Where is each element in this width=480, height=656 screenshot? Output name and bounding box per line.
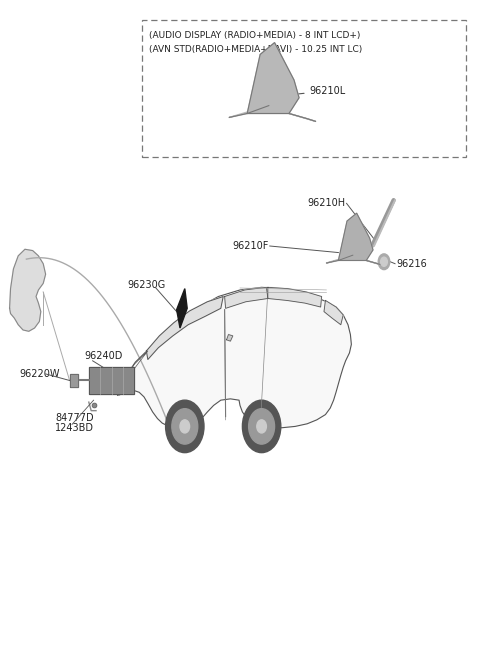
Polygon shape <box>225 287 268 308</box>
Polygon shape <box>10 249 46 331</box>
Bar <box>89 367 134 394</box>
Polygon shape <box>326 255 353 263</box>
Text: 96210L: 96210L <box>290 86 346 96</box>
Text: 96216: 96216 <box>396 258 427 269</box>
Polygon shape <box>289 113 316 121</box>
Polygon shape <box>229 106 269 117</box>
Text: 84777D: 84777D <box>55 413 94 423</box>
Text: 96210F: 96210F <box>232 241 269 251</box>
Text: (AVN STD(RADIO+MEDIA+NAVI) - 10.25 INT LC): (AVN STD(RADIO+MEDIA+NAVI) - 10.25 INT L… <box>149 45 362 54</box>
Circle shape <box>378 254 390 270</box>
Circle shape <box>172 409 198 444</box>
Bar <box>70 374 78 387</box>
Polygon shape <box>247 43 299 113</box>
Polygon shape <box>227 335 233 341</box>
Polygon shape <box>177 289 187 328</box>
Circle shape <box>180 420 190 433</box>
Polygon shape <box>324 300 343 325</box>
Polygon shape <box>366 260 384 266</box>
Text: (AUDIO DISPLAY (RADIO+MEDIA) - 8 INT LCD+): (AUDIO DISPLAY (RADIO+MEDIA) - 8 INT LCD… <box>149 31 360 41</box>
Circle shape <box>257 420 266 433</box>
Bar <box>142 20 466 157</box>
Polygon shape <box>268 287 322 307</box>
Text: 1243BD: 1243BD <box>55 423 94 433</box>
Text: 96230G: 96230G <box>127 280 166 291</box>
Circle shape <box>242 400 281 453</box>
Text: 96210H: 96210H <box>308 198 346 209</box>
Polygon shape <box>146 297 223 359</box>
Circle shape <box>381 257 387 266</box>
Text: 96220W: 96220W <box>19 369 60 379</box>
Text: 96240D: 96240D <box>84 351 122 361</box>
Circle shape <box>249 409 275 444</box>
Circle shape <box>166 400 204 453</box>
Polygon shape <box>118 287 351 428</box>
Polygon shape <box>338 213 373 260</box>
